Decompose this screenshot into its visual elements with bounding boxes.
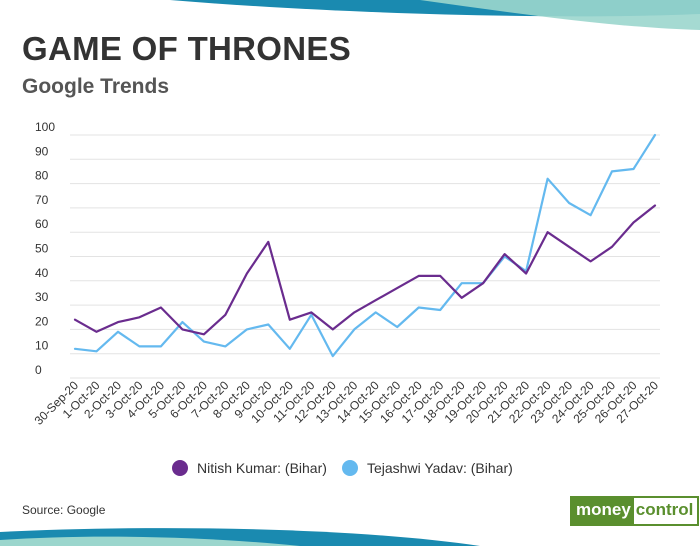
top-band-light bbox=[420, 0, 700, 30]
y-tick-label: 30 bbox=[35, 290, 49, 304]
source-note: Source: Google bbox=[22, 503, 106, 517]
bottom-band-light bbox=[0, 536, 300, 546]
y-tick-label: 40 bbox=[35, 266, 49, 280]
y-tick-label: 50 bbox=[35, 242, 49, 256]
legend-marker-nitish-kumar bbox=[172, 460, 188, 476]
chart-subtitle: Google Trends bbox=[22, 75, 170, 98]
series-lines bbox=[73, 133, 657, 358]
y-tick-label: 80 bbox=[35, 169, 49, 183]
y-tick-label: 100 bbox=[35, 120, 55, 134]
bottom-decorative-band bbox=[0, 528, 480, 546]
legend-label-tejashwi-yadav: Tejashwi Yadav: (Bihar) bbox=[367, 460, 513, 476]
legend: Nitish Kumar: (Bihar) Tejashwi Yadav: (Bi… bbox=[172, 460, 513, 476]
x-axis-ticks: 30-Sep-201-Oct-202-Oct-203-Oct-204-Oct-2… bbox=[32, 378, 662, 428]
y-tick-label: 20 bbox=[35, 314, 49, 328]
y-tick-label: 70 bbox=[35, 193, 49, 207]
top-decorative-band bbox=[170, 0, 700, 30]
y-tick-label: 60 bbox=[35, 217, 49, 231]
series-line-tejashwi-yadav bbox=[73, 133, 657, 358]
y-tick-label: 0 bbox=[35, 363, 42, 377]
legend-label-nitish-kumar: Nitish Kumar: (Bihar) bbox=[197, 460, 327, 476]
y-axis-ticks: 0 10 20 30 40 50 60 70 80 90 100 bbox=[35, 120, 55, 377]
y-tick-label: 10 bbox=[35, 339, 49, 353]
logo-money: money bbox=[572, 498, 634, 524]
moneycontrol-logo: money control bbox=[570, 496, 700, 526]
y-tick-label: 90 bbox=[35, 144, 49, 158]
logo-control: control bbox=[633, 498, 698, 524]
legend-marker-tejashwi-yadav bbox=[342, 460, 358, 476]
series-line-nitish-kumar bbox=[73, 204, 657, 336]
chart-title: GAME OF THRONES bbox=[22, 30, 352, 67]
grid-lines bbox=[70, 134, 660, 379]
